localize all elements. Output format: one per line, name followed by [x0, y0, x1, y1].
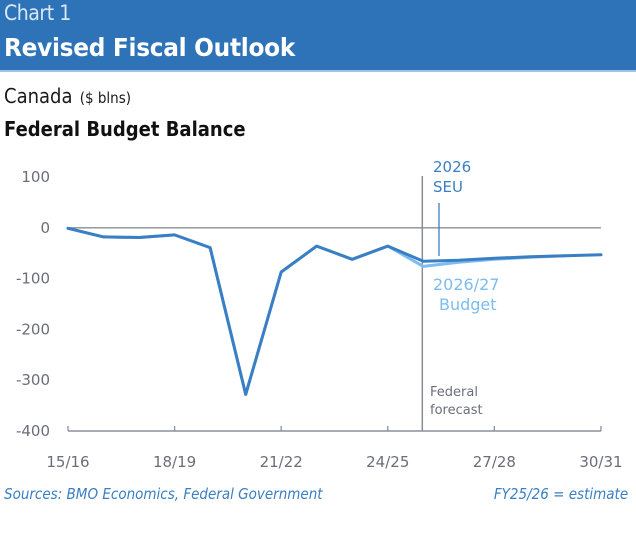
series-line-2026-seu: [66, 226, 603, 396]
x-tick-label: 27/28: [473, 453, 516, 471]
annotation-seu-year: 2026: [433, 158, 471, 176]
series-title: Federal Budget Balance: [4, 117, 246, 141]
estimate-note: FY25/26 = estimate: [493, 485, 628, 503]
y-tick-label: 0: [40, 219, 50, 237]
annotation-budget-year: 2026/27: [433, 275, 499, 294]
x-tick-label: 15/16: [46, 453, 89, 471]
annotation-federal: Federal: [430, 385, 478, 400]
y-axis-ticks: 100 0 -100 -200 -300 -400: [16, 168, 601, 440]
chart-header: Chart 1 Revised Fiscal Outlook: [0, 0, 636, 72]
series-lines: [66, 226, 603, 396]
x-tick-label: 24/25: [366, 453, 409, 471]
y-tick-label: -300: [16, 371, 50, 389]
sources-note: Sources: BMO Economics, Federal Governme…: [4, 485, 323, 503]
x-tick-label: 30/31: [579, 453, 622, 471]
y-tick-label: 100: [21, 168, 50, 186]
annotation-forecast: forecast: [430, 403, 483, 418]
x-axis-tick-labels: 15/16 18/19 21/22 24/25 27/28 30/31: [46, 453, 622, 471]
unit-label: ($ blns): [79, 89, 132, 107]
annotation-budget-label: Budget: [439, 295, 497, 314]
y-tick-label: -200: [16, 320, 50, 338]
chart-subtitle: Canada ($ blns): [4, 84, 131, 108]
annotation-seu-label: SEU: [433, 178, 463, 196]
chart-title: Revised Fiscal Outlook: [4, 33, 296, 62]
region-label: Canada: [4, 84, 73, 108]
x-tick-label: 18/19: [153, 453, 196, 471]
y-tick-label: -100: [16, 270, 50, 288]
x-tick-label: 21/22: [260, 453, 303, 471]
x-axis: [67, 176, 602, 432]
chart-number: Chart 1: [4, 1, 71, 25]
y-tick-label: -400: [16, 422, 50, 440]
